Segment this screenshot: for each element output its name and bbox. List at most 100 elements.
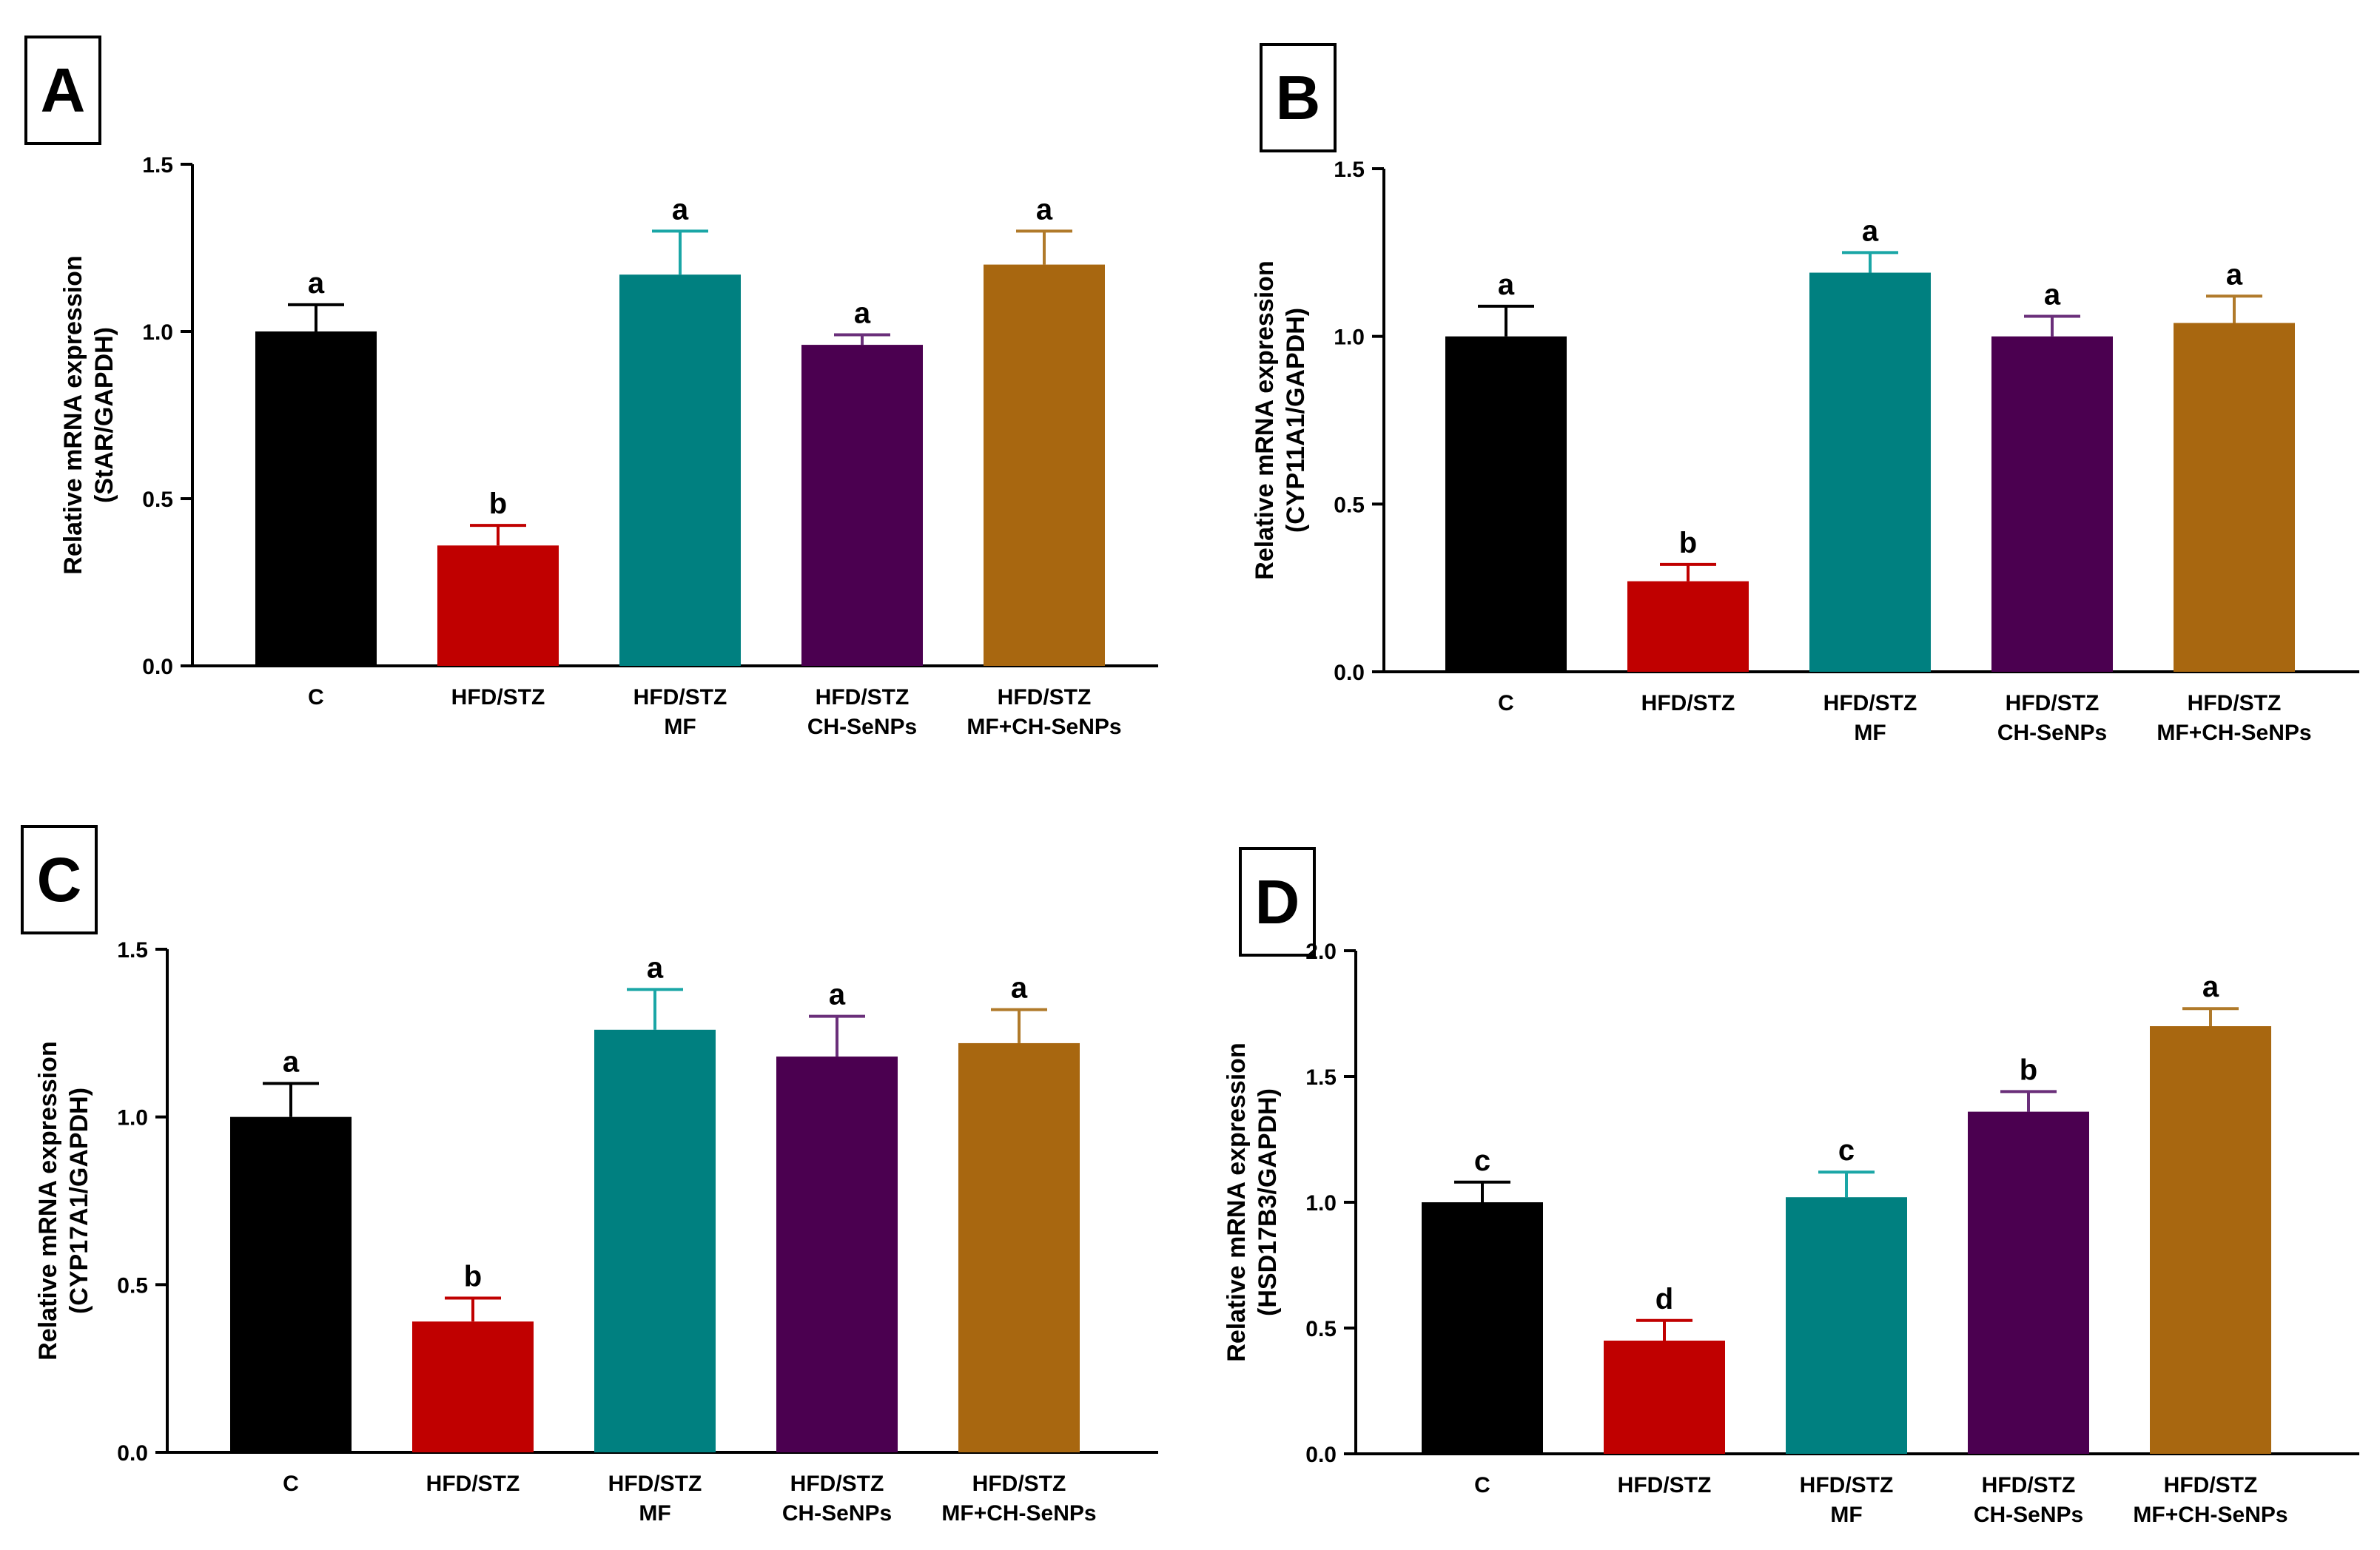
bar (255, 331, 377, 666)
y-axis-label-line: (StAR/GAPDH) (90, 327, 118, 503)
bar (230, 1116, 352, 1452)
bar (1786, 1197, 1907, 1454)
significance-letter: b (2020, 1054, 2037, 1086)
significance-letter: a (2202, 971, 2219, 1003)
y-axis-label-line: (CYP11A1/GAPDH) (1282, 308, 1310, 533)
bar (619, 274, 741, 666)
bar (1991, 336, 2113, 672)
x-tick-label: MF+CH-SeNPs (2157, 721, 2311, 745)
y-tick-label: 0.0 (1334, 661, 1365, 685)
significance-letter: d (1655, 1283, 1673, 1315)
y-axis-label-line: (HSD17B3/GAPDH) (1254, 1088, 1282, 1316)
significance-letter: a (647, 951, 664, 984)
y-tick-label: 0.5 (117, 1273, 148, 1298)
x-tick-label: HFD/STZ (998, 685, 1092, 710)
bar (1968, 1111, 2089, 1454)
chart-A: 0.0 0.5 1.0 1.5 Relative mRNA expression (StA… (59, 153, 1158, 739)
y-axis-label-line: Relative mRNA expression (59, 255, 87, 574)
y-tick-label: 0.5 (142, 488, 173, 512)
x-tick-label: HFD/STZ (2164, 1473, 2258, 1497)
x-tick-label: HFD/STZ (426, 1472, 520, 1496)
x-tick-label: HFD/STZ (451, 685, 545, 710)
x-tick-label: MF+CH-SeNPs (2133, 1503, 2287, 1527)
x-tick-label: MF (639, 1501, 670, 1526)
panel-D: D 0.0 0.5 1.0 1.5 2.0 Relative mRNA expression… (1190, 795, 2380, 1550)
significance-letter: b (1679, 527, 1697, 559)
significance-letter: a (308, 267, 325, 300)
x-tick-label: HFD/STZ (816, 685, 910, 710)
significance-letter: a (1011, 972, 1028, 1005)
y-tick-label: 1.5 (1305, 1065, 1337, 1090)
bar (801, 345, 923, 666)
bar (958, 1042, 1080, 1452)
y-axis-label: Relative mRNA expression (HSD17B3/GAPDH) (1223, 1042, 1282, 1361)
y-axis-label-line: Relative mRNA expression (1223, 1042, 1251, 1361)
bar (1604, 1341, 1725, 1454)
y-tick-label: 1.0 (117, 1106, 148, 1131)
bar (2174, 323, 2295, 672)
x-tick-label: MF (1830, 1503, 1862, 1527)
panel-label: A (24, 36, 101, 145)
panel-B: B 0.0 0.5 1.0 1.5 Relative mRNA expression (CY… (1190, 0, 2380, 755)
significance-letter: c (1474, 1145, 1490, 1177)
x-tick-label: C (1498, 691, 1514, 715)
bar (1809, 272, 1931, 672)
y-tick-label: 0.5 (1334, 493, 1365, 517)
x-tick-label: HFD/STZ (2006, 691, 2100, 715)
y-axis-label: Relative mRNA expression (CYP11A1/GAPDH) (1251, 260, 1310, 579)
significance-letter: a (854, 297, 871, 330)
bar (984, 264, 1105, 667)
x-tick-label: HFD/STZ (608, 1472, 702, 1496)
y-tick-label: 1.0 (1334, 326, 1365, 350)
x-tick-label: C (283, 1472, 299, 1496)
significance-letter: c (1838, 1134, 1855, 1167)
x-tick-label: C (1474, 1473, 1490, 1497)
bar (1422, 1202, 1543, 1454)
x-tick-label: MF (1854, 721, 1886, 745)
x-tick-label: HFD/STZ (790, 1472, 884, 1496)
y-axis-label-line: Relative mRNA expression (34, 1041, 62, 1360)
significance-letter: a (1862, 215, 1879, 247)
x-tick-label: CH-SeNPs (1974, 1503, 2083, 1527)
significance-letter: b (464, 1260, 482, 1293)
significance-letter: a (1498, 269, 1515, 301)
x-tick-label: HFD/STZ (633, 685, 727, 710)
y-axis-label-line: (CYP17A1/GAPDH) (65, 1088, 93, 1314)
bar (412, 1321, 534, 1452)
y-tick-label: 1.5 (1334, 158, 1365, 182)
y-tick-label: 1.0 (1305, 1191, 1337, 1216)
significance-letter: a (2226, 258, 2243, 291)
y-tick-label: 0.5 (1305, 1317, 1337, 1341)
x-tick-label: HFD/STZ (2188, 691, 2282, 715)
x-tick-label: HFD/STZ (1800, 1473, 1894, 1497)
panel-label: C (21, 825, 98, 934)
panel-C: C 0.0 0.5 1.0 1.5 Relative mRNA expression (CY… (0, 795, 1190, 1550)
significance-letter: a (2044, 278, 2061, 311)
chart-B: 0.0 0.5 1.0 1.5 Relative mRNA expression (CYP… (1251, 158, 2359, 745)
significance-letter: a (829, 979, 846, 1011)
bar (1445, 336, 1567, 672)
y-axis-label: Relative mRNA expression (CYP17A1/GAPDH) (34, 1041, 93, 1360)
panel-A: A 0.0 0.5 1.0 1.5 Relative mRNA expression (St… (0, 0, 1190, 755)
bar (594, 1029, 716, 1452)
x-tick-label: MF+CH-SeNPs (967, 715, 1121, 739)
panel-label: B (1260, 43, 1337, 152)
y-axis-label: Relative mRNA expression (StAR/GAPDH) (59, 255, 118, 574)
x-tick-label: HFD/STZ (972, 1472, 1066, 1496)
significance-letter: b (489, 488, 507, 520)
y-tick-label: 1.5 (142, 153, 173, 178)
bar (2150, 1026, 2271, 1454)
x-tick-label: CH-SeNPs (782, 1501, 892, 1526)
x-tick-label: HFD/STZ (1982, 1473, 2076, 1497)
y-tick-label: 1.5 (117, 938, 148, 963)
significance-letter: a (1036, 193, 1053, 226)
chart-D: 0.0 0.5 1.0 1.5 2.0 Relative mRNA expression(… (1223, 940, 2359, 1527)
x-tick-label: CH-SeNPs (807, 715, 917, 739)
bar (437, 545, 559, 666)
y-tick-label: 0.0 (1305, 1443, 1337, 1467)
x-tick-label: MF+CH-SeNPs (941, 1501, 1096, 1526)
x-tick-label: MF (664, 715, 696, 739)
significance-letter: a (283, 1045, 300, 1078)
panel-label: D (1239, 847, 1316, 957)
x-tick-label: HFD/STZ (1618, 1473, 1712, 1497)
